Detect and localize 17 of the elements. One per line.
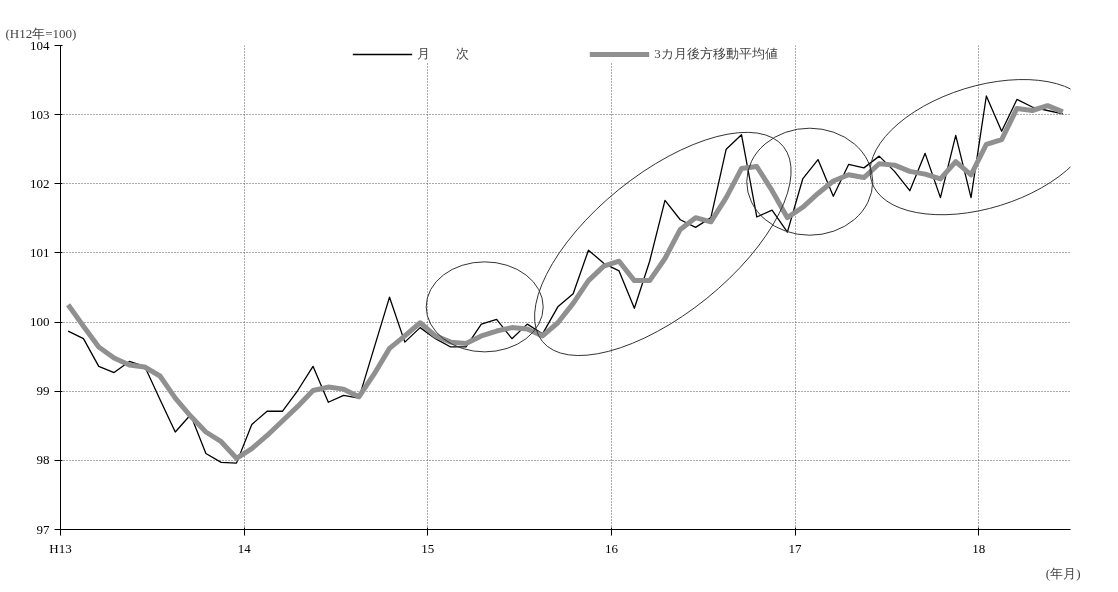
legend-label: 3カ月後方移動平均値 — [654, 45, 778, 63]
y-tick-label: 98 — [36, 452, 50, 468]
x-tick-label: 15 — [421, 540, 435, 556]
y-tick-label: 97 — [36, 521, 50, 537]
y-tick-label: 102 — [30, 175, 50, 191]
y-tick-label: 100 — [30, 314, 50, 330]
y-tick-label: 101 — [30, 244, 50, 260]
x-tick-label: 16 — [604, 540, 619, 556]
y-axis-title: (H12年=100) — [5, 25, 77, 41]
y-tick-label: 99 — [36, 383, 50, 399]
legend-label: 月 次 — [417, 45, 470, 63]
x-tick-label: 18 — [972, 540, 986, 556]
x-tick-label: 14 — [237, 540, 252, 556]
y-tick-label: 103 — [30, 106, 50, 122]
x-axis-title: (年月) — [1045, 565, 1081, 581]
x-tick-label: H13 — [49, 540, 72, 556]
x-tick-label: 17 — [788, 540, 803, 556]
